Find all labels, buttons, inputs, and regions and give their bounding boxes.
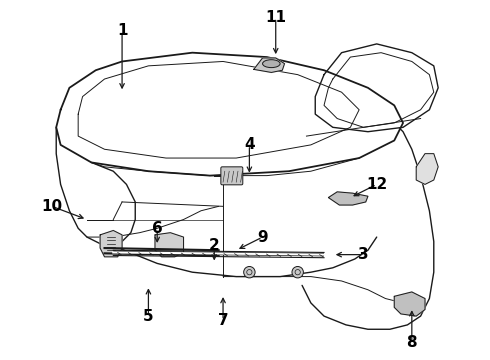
Text: 4: 4 bbox=[244, 138, 255, 152]
Polygon shape bbox=[315, 44, 438, 132]
Text: 10: 10 bbox=[41, 199, 62, 214]
Text: 7: 7 bbox=[218, 313, 228, 328]
Polygon shape bbox=[254, 58, 285, 72]
Polygon shape bbox=[328, 192, 368, 205]
Polygon shape bbox=[155, 233, 184, 257]
Text: 11: 11 bbox=[265, 10, 286, 25]
Text: 1: 1 bbox=[117, 23, 127, 38]
Polygon shape bbox=[100, 230, 122, 257]
Ellipse shape bbox=[263, 60, 280, 68]
FancyBboxPatch shape bbox=[221, 167, 243, 185]
Circle shape bbox=[292, 266, 303, 278]
Polygon shape bbox=[56, 127, 135, 246]
Text: 3: 3 bbox=[358, 247, 369, 262]
Polygon shape bbox=[56, 53, 403, 176]
Polygon shape bbox=[416, 154, 438, 184]
Text: 8: 8 bbox=[407, 335, 417, 350]
Polygon shape bbox=[394, 292, 425, 316]
Text: 12: 12 bbox=[366, 177, 387, 192]
Text: 2: 2 bbox=[209, 238, 220, 253]
Circle shape bbox=[244, 266, 255, 278]
Text: 5: 5 bbox=[143, 309, 154, 324]
Text: 9: 9 bbox=[257, 230, 268, 244]
Text: 6: 6 bbox=[152, 221, 163, 236]
